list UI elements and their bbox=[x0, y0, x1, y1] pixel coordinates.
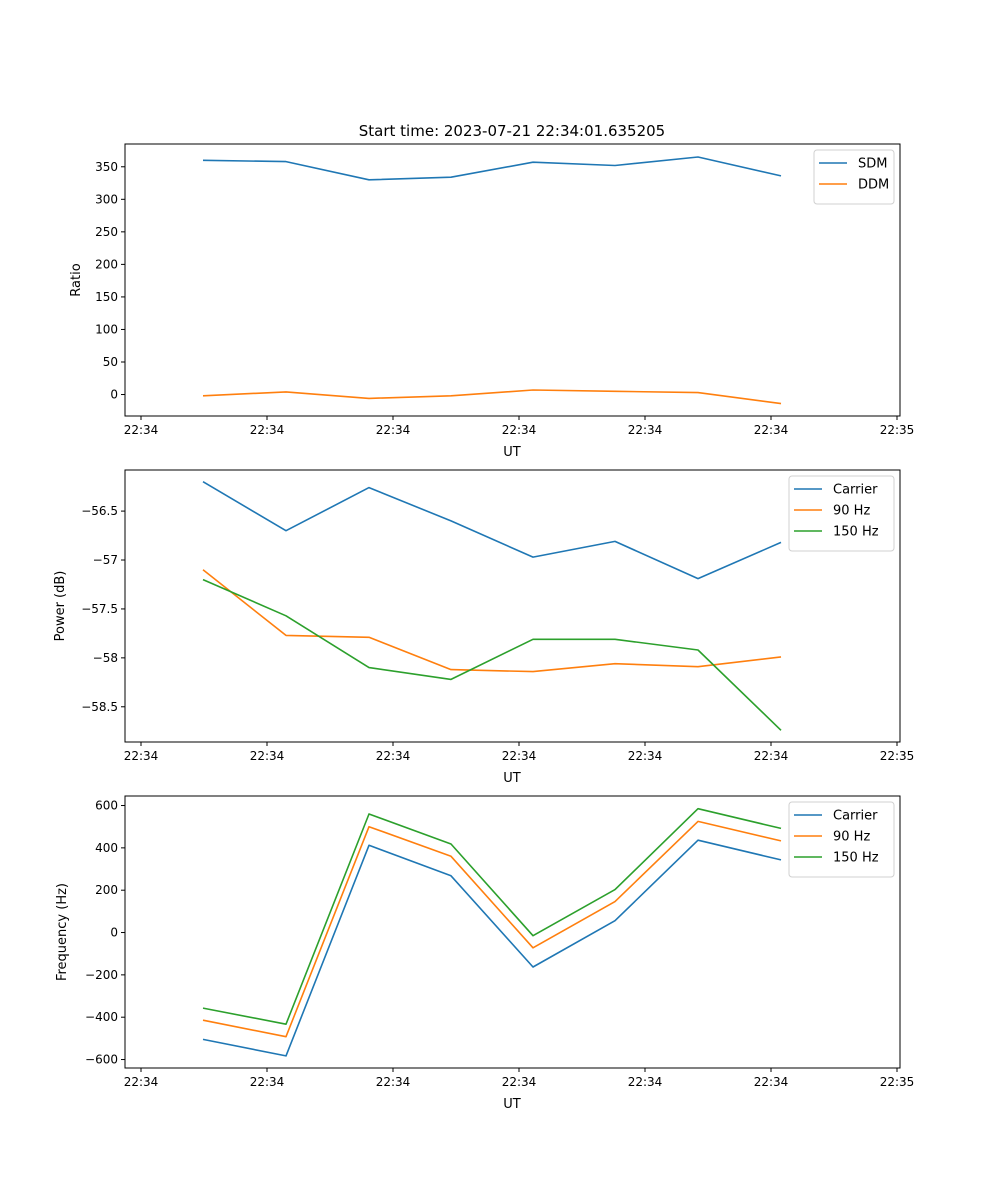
x-tick-label: 22:35 bbox=[880, 749, 915, 763]
x-tick-label: 22:34 bbox=[628, 749, 663, 763]
y-tick-label: −200 bbox=[85, 968, 118, 982]
y-tick-label: 400 bbox=[95, 841, 118, 855]
y-tick-label: 250 bbox=[95, 225, 118, 239]
y-axis-label: Ratio bbox=[69, 263, 84, 296]
legend-box bbox=[788, 801, 895, 878]
x-axis-label: UT bbox=[503, 771, 521, 786]
series-line-carrier bbox=[202, 481, 782, 580]
x-tick-label: 22:34 bbox=[754, 749, 789, 763]
legend-box bbox=[788, 475, 895, 552]
y-tick-label: 200 bbox=[95, 883, 118, 897]
series-line-sdm bbox=[202, 156, 782, 181]
plot-frame bbox=[124, 795, 901, 1069]
x-tick-label: 22:34 bbox=[124, 1075, 159, 1089]
x-tick-label: 22:34 bbox=[502, 1075, 537, 1089]
legend-label: 150 Hz bbox=[833, 525, 879, 540]
y-tick-label: −600 bbox=[85, 1053, 118, 1067]
x-tick-label: 22:34 bbox=[376, 1075, 411, 1089]
series-line-carrier bbox=[202, 839, 782, 1057]
y-axis-label: Frequency (Hz) bbox=[55, 883, 70, 981]
ratio-panel: 22:34 22:34 22:34 22:34 22:34 22:34 22:35 0 50 10… bbox=[69, 143, 915, 460]
y-tick-label: 200 bbox=[95, 257, 118, 271]
x-tick-label: 22:34 bbox=[376, 423, 411, 437]
frequency-panel: 22:34 22:34 22:34 22:34 22:34 22:34 22:35 −600 −… bbox=[55, 795, 915, 1112]
y-tick-label: 0 bbox=[110, 926, 118, 940]
x-tick-label: 22:34 bbox=[250, 423, 285, 437]
x-tick-label: 22:34 bbox=[628, 1075, 663, 1089]
x-tick-label: 22:34 bbox=[124, 423, 159, 437]
plot-frame bbox=[124, 469, 901, 743]
power-panel: 22:34 22:34 22:34 22:34 22:34 22:34 22:35 −56.5… bbox=[53, 469, 915, 786]
y-axis-label: Power (dB) bbox=[53, 571, 68, 642]
y-tick-label: 0 bbox=[110, 388, 118, 402]
x-tick-label: 22:34 bbox=[250, 749, 285, 763]
x-tick-label: 22:34 bbox=[250, 1075, 285, 1089]
y-tick-label: −58.5 bbox=[81, 700, 118, 714]
legend-label: Carrier bbox=[833, 809, 878, 824]
y-tick-label: 50 bbox=[103, 355, 118, 369]
y-tick-label: 350 bbox=[95, 160, 118, 174]
legend-label: SDM bbox=[858, 157, 887, 172]
y-tick-label: −400 bbox=[85, 1010, 118, 1024]
x-tick-label: 22:34 bbox=[754, 1075, 789, 1089]
x-tick-label: 22:34 bbox=[628, 423, 663, 437]
series-line-90-hz bbox=[202, 820, 782, 1038]
x-tick-label: 22:34 bbox=[376, 749, 411, 763]
x-tick-label: 22:34 bbox=[754, 423, 789, 437]
y-tick-label: −57 bbox=[93, 553, 118, 567]
x-axis-label: UT bbox=[503, 445, 521, 460]
y-tick-label: 150 bbox=[95, 290, 118, 304]
x-tick-label: 22:34 bbox=[502, 749, 537, 763]
x-tick-label: 22:35 bbox=[880, 423, 915, 437]
legend-label: 150 Hz bbox=[833, 851, 879, 866]
x-tick-label: 22:34 bbox=[124, 749, 159, 763]
y-tick-label: −56.5 bbox=[81, 504, 118, 518]
x-axis-label: UT bbox=[503, 1097, 521, 1112]
y-tick-label: 100 bbox=[95, 322, 118, 336]
series-line-90-hz bbox=[202, 569, 782, 673]
series-line-150-hz bbox=[202, 578, 782, 731]
y-tick-label: 300 bbox=[95, 192, 118, 206]
y-tick-label: 600 bbox=[95, 799, 118, 813]
y-tick-label: −58 bbox=[93, 651, 118, 665]
plot-frame bbox=[124, 143, 901, 417]
series-line-ddm bbox=[202, 389, 782, 405]
figure-title: Start time: 2023-07-21 22:34:01.635205 bbox=[359, 122, 665, 140]
legend-label: 90 Hz bbox=[833, 504, 870, 519]
legend-label: 90 Hz bbox=[833, 830, 870, 845]
x-tick-label: 22:35 bbox=[880, 1075, 915, 1089]
legend-label: Carrier bbox=[833, 483, 878, 498]
series-line-150-hz bbox=[202, 807, 782, 1025]
x-tick-label: 22:34 bbox=[502, 423, 537, 437]
legend-label: DDM bbox=[858, 178, 889, 193]
y-tick-label: −57.5 bbox=[81, 602, 118, 616]
